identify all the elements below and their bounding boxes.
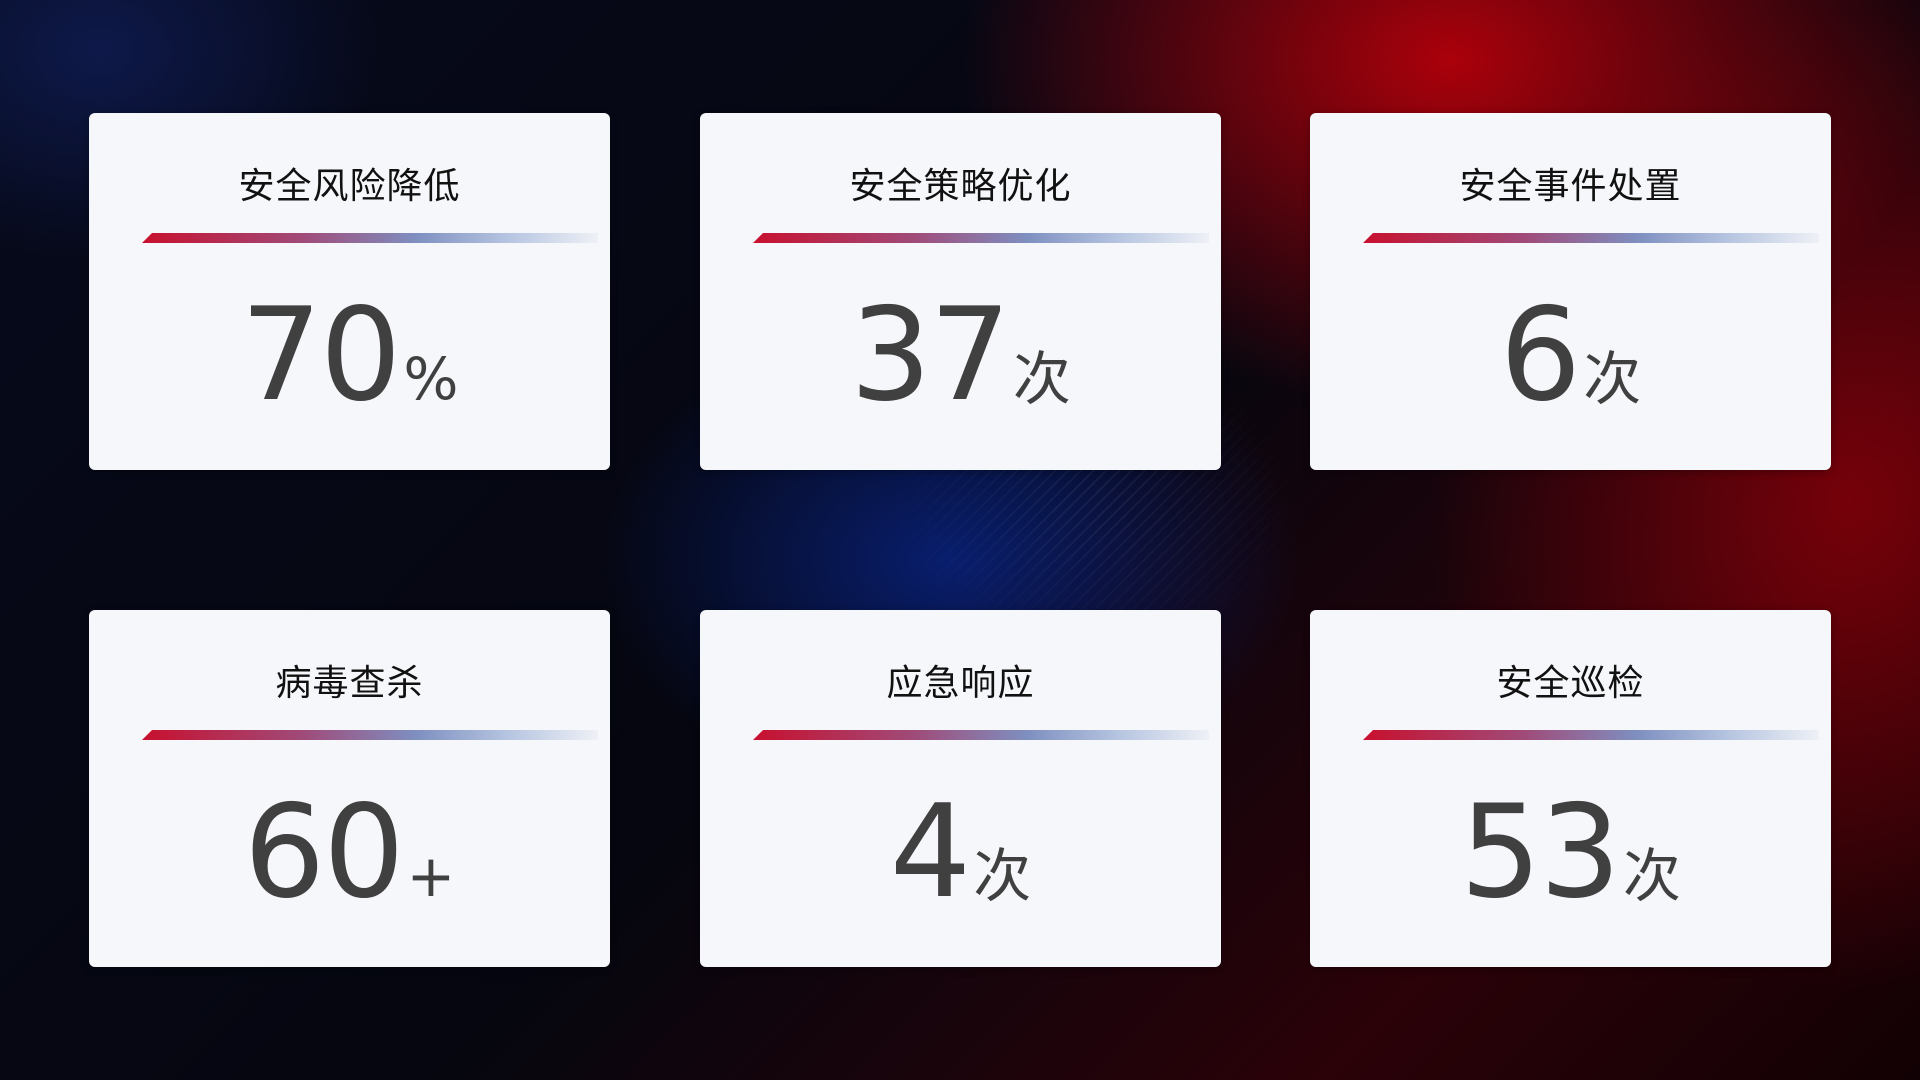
card-title: 安全风险降低 bbox=[238, 166, 461, 207]
stat-card-emergency-response: 应急响应 4次 bbox=[700, 610, 1221, 967]
card-value: 4次 bbox=[700, 778, 1221, 927]
value-number: 6 bbox=[1499, 281, 1581, 430]
card-value: 37次 bbox=[700, 281, 1221, 430]
card-value: 53次 bbox=[1310, 778, 1831, 927]
card-title: 病毒查杀 bbox=[275, 663, 424, 704]
value-unit: 次 bbox=[1583, 345, 1642, 413]
value-unit: 次 bbox=[973, 842, 1032, 910]
stat-card-virus-removal: 病毒查杀 60+ bbox=[89, 610, 610, 967]
value-unit: + bbox=[406, 842, 456, 910]
value-unit: 次 bbox=[1012, 345, 1071, 413]
card-value: 70% bbox=[89, 281, 610, 430]
card-title: 安全事件处置 bbox=[1459, 166, 1682, 207]
stat-card-policy-optimization: 安全策略优化 37次 bbox=[700, 113, 1221, 470]
card-divider bbox=[1363, 233, 1819, 243]
card-title: 应急响应 bbox=[886, 663, 1035, 704]
stat-card-risk-reduction: 安全风险降低 70% bbox=[89, 113, 610, 470]
card-value: 60+ bbox=[89, 778, 610, 927]
value-number: 37 bbox=[850, 281, 1011, 430]
value-number: 4 bbox=[889, 778, 971, 927]
value-unit: 次 bbox=[1622, 842, 1681, 910]
stat-card-security-inspection: 安全巡检 53次 bbox=[1310, 610, 1831, 967]
value-unit: % bbox=[403, 345, 459, 413]
value-number: 60 bbox=[243, 778, 405, 927]
card-value: 6次 bbox=[1310, 281, 1831, 430]
card-title: 安全策略优化 bbox=[849, 166, 1072, 207]
card-divider bbox=[1363, 730, 1819, 740]
card-title: 安全巡检 bbox=[1496, 663, 1645, 704]
stat-card-incident-handling: 安全事件处置 6次 bbox=[1310, 113, 1831, 470]
card-divider bbox=[142, 730, 598, 740]
value-number: 53 bbox=[1460, 778, 1621, 927]
value-number: 70 bbox=[240, 281, 402, 430]
card-divider bbox=[142, 233, 598, 243]
card-divider bbox=[753, 233, 1209, 243]
card-divider bbox=[753, 730, 1209, 740]
